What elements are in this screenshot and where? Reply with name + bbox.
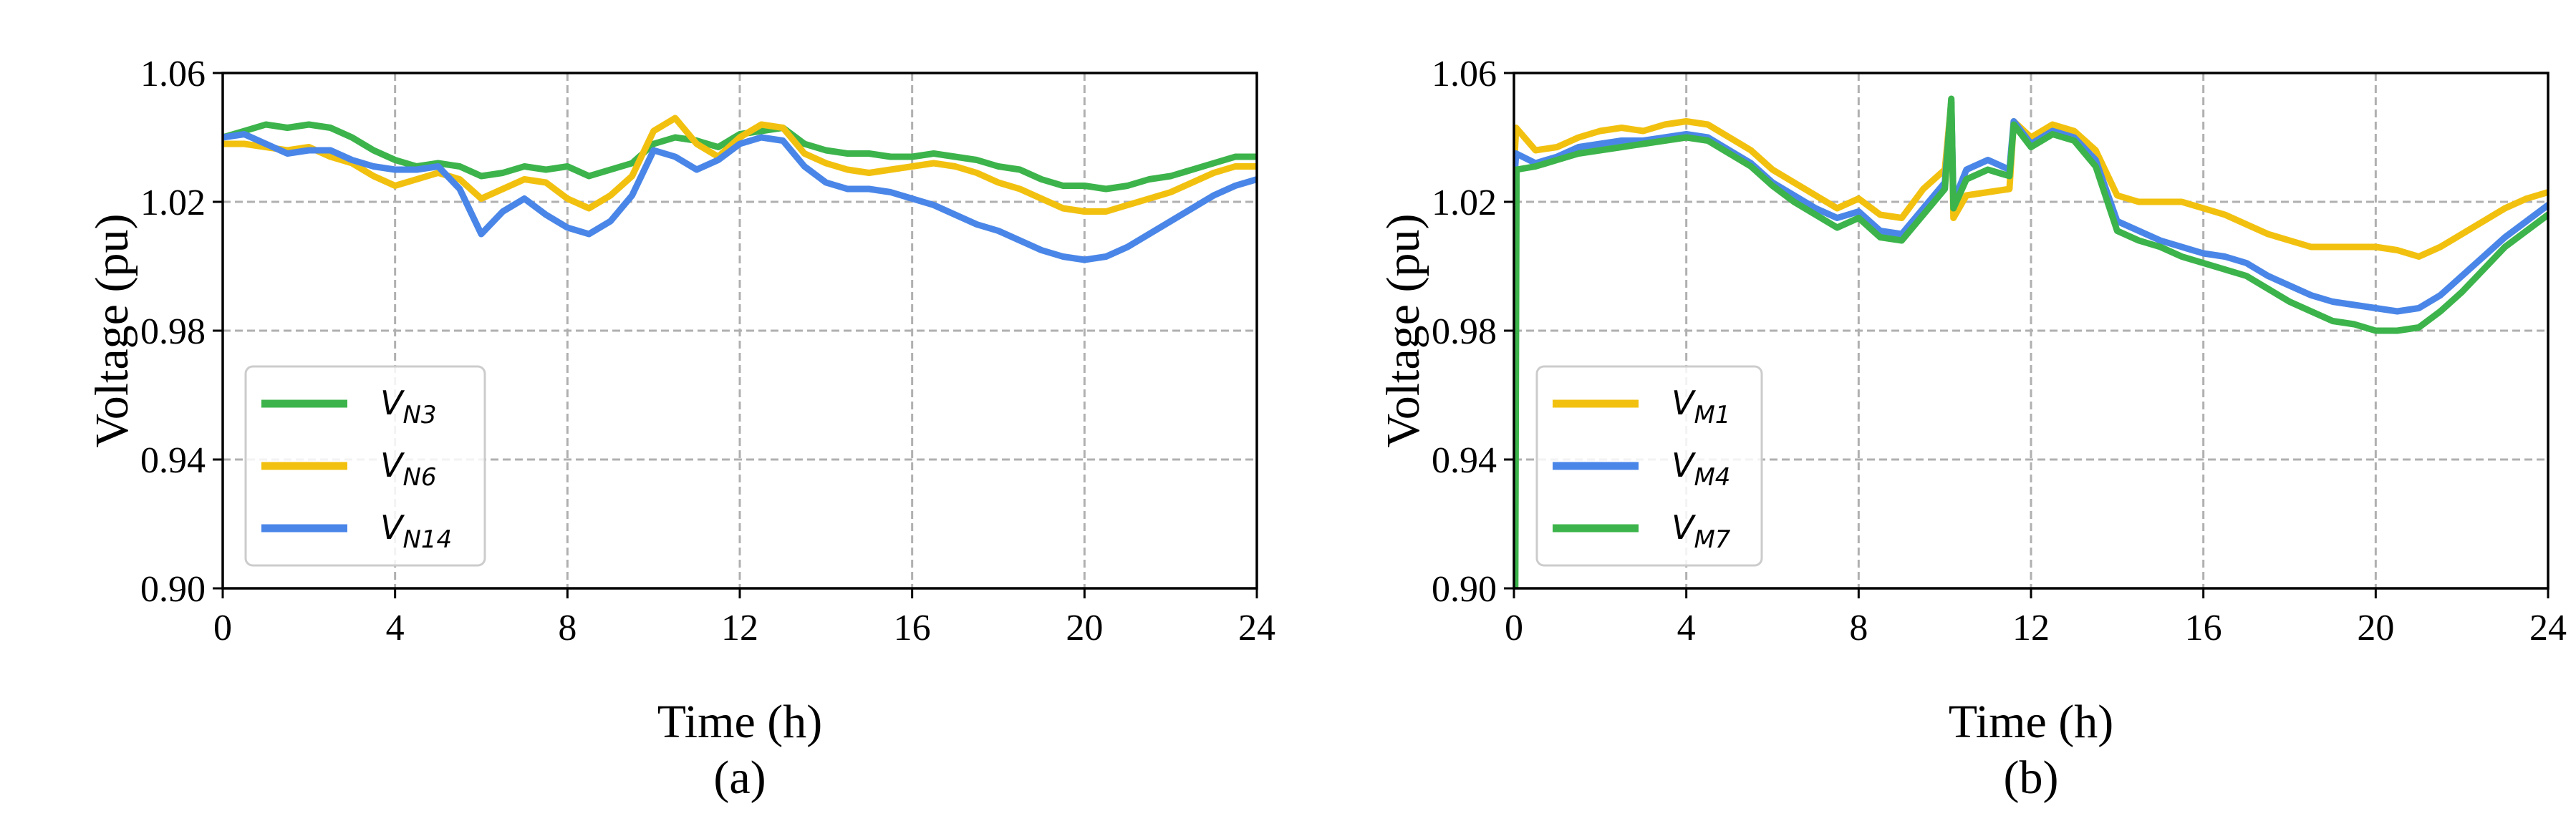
y-tick-label: 0.90 bbox=[140, 569, 206, 610]
legend-box bbox=[244, 365, 486, 567]
x-tick-label: 12 bbox=[2012, 608, 2050, 648]
legend-label-base: V bbox=[1671, 446, 1697, 485]
x-tick-label: 0 bbox=[213, 608, 232, 648]
x-tick-label: 20 bbox=[1066, 608, 1103, 648]
legend-item-m7: VM7 bbox=[1553, 508, 1731, 554]
y-tick-label: 1.02 bbox=[1432, 183, 1497, 223]
series-group bbox=[1514, 95, 2548, 588]
legend-label: VM7 bbox=[1671, 508, 1731, 554]
y-tick-label: 0.98 bbox=[140, 311, 206, 352]
panel-label: (b) bbox=[2004, 752, 2059, 804]
x-tick-label: 4 bbox=[386, 608, 405, 648]
legend-item-m4: VM4 bbox=[1553, 446, 1730, 492]
panel-label: (a) bbox=[713, 752, 766, 804]
x-tick-label: 24 bbox=[2529, 608, 2567, 648]
legend-label-base: V bbox=[380, 384, 405, 422]
legend-label: VM4 bbox=[1671, 446, 1730, 492]
y-tick-label: 0.90 bbox=[1432, 569, 1497, 610]
x-tick-label: 12 bbox=[721, 608, 758, 648]
legend-item-m1: VM1 bbox=[1553, 384, 1730, 429]
legend-box bbox=[1535, 365, 1763, 567]
chart-panel-0: 0 4 8 12 16 20 24 0.90 0.94 0.98 1.02 1.06 Time (h) V… bbox=[86, 54, 1275, 804]
legend-label: VN3 bbox=[380, 384, 437, 429]
legend-label-sub: M7 bbox=[1694, 525, 1730, 554]
y-tick-label: 1.02 bbox=[140, 183, 206, 223]
x-axis-label: Time (h) bbox=[657, 696, 822, 748]
series-line-m7 bbox=[1514, 95, 2548, 588]
legend-label-base: V bbox=[1671, 384, 1697, 422]
legend-item-n14: VN14 bbox=[261, 508, 452, 554]
y-tick-label: 0.98 bbox=[1432, 311, 1497, 352]
y-axis-label: Voltage (pu) bbox=[86, 214, 138, 448]
x-tick-label: 8 bbox=[558, 608, 577, 648]
x-tick-label: 16 bbox=[894, 608, 931, 648]
legend-label-sub: N6 bbox=[402, 463, 436, 492]
x-tick-label: 8 bbox=[1849, 608, 1868, 648]
y-tick-label: 1.06 bbox=[1432, 54, 1497, 94]
x-tick-label: 0 bbox=[1505, 608, 1523, 648]
x-tick-label: 24 bbox=[1238, 608, 1275, 648]
x-axis-label: Time (h) bbox=[1949, 696, 2113, 748]
x-tick-label: 4 bbox=[1677, 608, 1696, 648]
legend-label-sub: M1 bbox=[1694, 401, 1730, 429]
y-axis-label: Voltage (pu) bbox=[1377, 214, 1429, 448]
legend-label: VM1 bbox=[1671, 384, 1730, 429]
legend-label: VN6 bbox=[380, 446, 437, 492]
series-group bbox=[223, 115, 1257, 263]
legend-label-sub: N14 bbox=[402, 525, 452, 554]
series-line-m1 bbox=[1514, 99, 2548, 260]
chart-panel-1: 0 4 8 12 16 20 24 0.90 0.94 0.98 1.02 1.06 Time (h) V… bbox=[1377, 54, 2567, 804]
legend-label-base: V bbox=[380, 508, 405, 547]
x-tick-label: 16 bbox=[2185, 608, 2222, 648]
legend-item-n6: VN6 bbox=[261, 446, 437, 492]
x-tick-label: 20 bbox=[2357, 608, 2394, 648]
legend-label-base: V bbox=[380, 446, 405, 485]
legend-item-n3: VN3 bbox=[261, 384, 437, 429]
legend-label: VN14 bbox=[380, 508, 452, 554]
y-tick-label: 0.94 bbox=[1432, 440, 1497, 481]
series-line-n14 bbox=[223, 131, 1257, 263]
y-tick-label: 1.06 bbox=[140, 54, 206, 94]
series-line-n6 bbox=[223, 115, 1257, 215]
legend-label-sub: M4 bbox=[1694, 463, 1730, 492]
legend-label-sub: N3 bbox=[402, 401, 436, 429]
legend-label-base: V bbox=[1671, 508, 1697, 547]
y-tick-label: 0.94 bbox=[140, 440, 206, 481]
